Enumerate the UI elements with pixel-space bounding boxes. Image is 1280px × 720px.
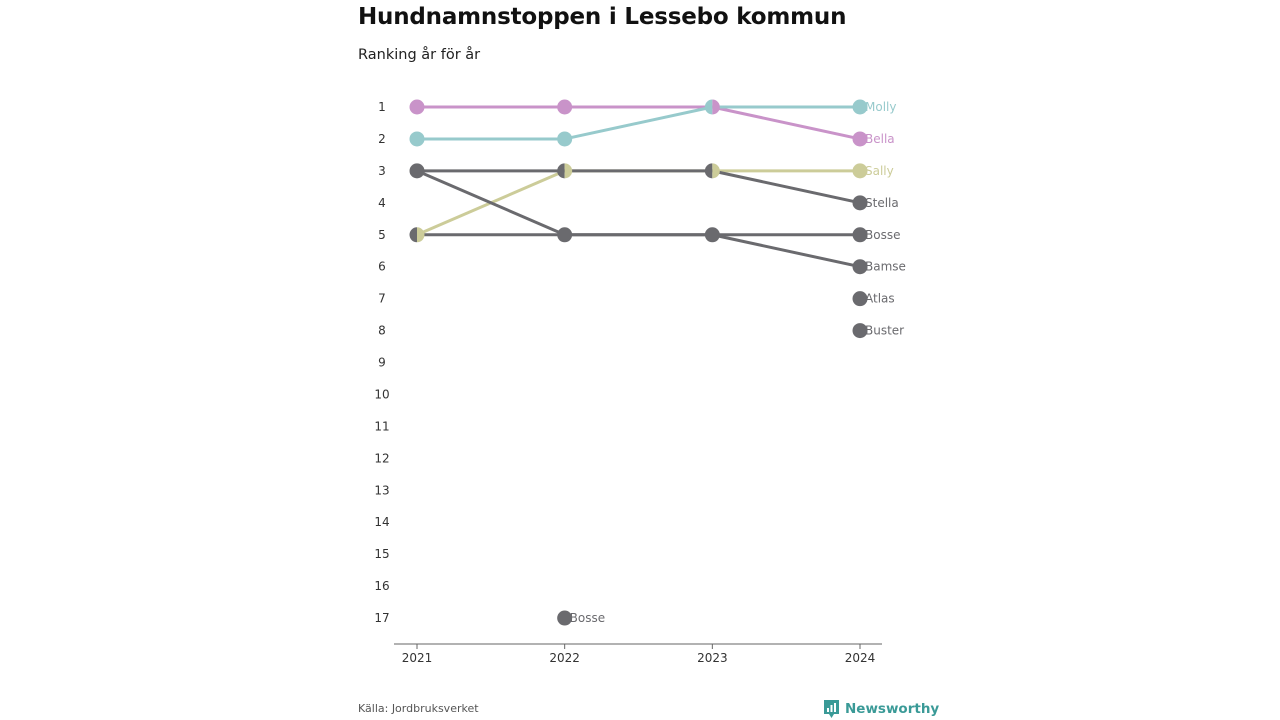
y-tick-label: 16 [374, 579, 389, 593]
data-point-right-half [712, 99, 720, 115]
y-tick-label: 15 [374, 547, 389, 561]
end-label-sally: Sally [865, 164, 894, 178]
data-point [409, 163, 425, 179]
chart-subtitle: Ranking år för år [358, 47, 481, 63]
end-label-stella: Stella [865, 196, 899, 210]
data-point [704, 227, 720, 243]
y-tick-label: 12 [374, 451, 389, 465]
end-label-bamse: Bamse [865, 260, 906, 274]
end-label-atlas: Atlas [865, 292, 895, 306]
data-point [852, 227, 868, 243]
x-tick-label: 2024 [845, 651, 876, 665]
y-tick-label: 5 [378, 228, 386, 242]
y-tick-label: 13 [374, 483, 389, 497]
y-tick-label: 1 [378, 100, 386, 114]
series-lines [415, 105, 862, 269]
y-tick-label: 6 [378, 260, 386, 274]
y-tick-label: 4 [378, 196, 386, 210]
data-point [852, 131, 868, 147]
y-tick-label: 14 [374, 515, 389, 529]
data-point [852, 323, 868, 339]
y-tick-label: 10 [374, 387, 389, 401]
end-label-buster: Buster [865, 324, 904, 338]
data-point [409, 99, 425, 115]
data-point [557, 99, 573, 115]
data-point [852, 163, 868, 179]
data-point [852, 291, 868, 307]
y-tick-label: 9 [378, 356, 386, 370]
data-point [852, 99, 868, 115]
source-note: Källa: Jordbruksverket [358, 702, 479, 715]
data-point [852, 195, 868, 211]
data-point-left-half [409, 227, 417, 243]
series-points [409, 99, 868, 626]
y-tick-label: 8 [378, 324, 386, 338]
y-tick-label: 17 [374, 611, 389, 625]
y-tick-label: 2 [378, 132, 386, 146]
brand-logo[interactable]: Newsworthy [823, 699, 939, 719]
data-point-right-half [712, 163, 720, 179]
y-tick-label: 7 [378, 292, 386, 306]
annotation-point [557, 610, 573, 626]
x-tick-label: 2021 [402, 651, 433, 665]
data-point [409, 131, 425, 147]
y-tick-label: 3 [378, 164, 386, 178]
series-line-sally [415, 169, 862, 237]
series-line-stella [415, 169, 862, 205]
x-axis: 2021 2022 2023 2024 [394, 643, 882, 665]
newsworthy-logo-icon [823, 699, 840, 719]
data-point-left-half [704, 163, 713, 179]
end-labels: Molly Bella Sally Stella Bosse Bamse Atlas Bust… [570, 100, 906, 625]
annotation-label: Bosse [570, 611, 605, 625]
x-tick-label: 2022 [549, 651, 580, 665]
x-tick-label: 2023 [697, 651, 728, 665]
data-point-right-half [417, 227, 425, 243]
end-label-bella: Bella [865, 132, 895, 146]
y-tick-label: 11 [374, 419, 389, 433]
data-point-left-half [557, 163, 565, 179]
data-point [852, 259, 868, 275]
series-line-bella [415, 105, 862, 141]
series-line-bamse [415, 169, 862, 269]
end-label-bosse: Bosse [865, 228, 900, 242]
data-point [557, 227, 573, 243]
series-line-molly [415, 105, 862, 141]
data-point-right-half [564, 163, 573, 179]
data-point-left-half [704, 99, 713, 115]
data-point [557, 131, 573, 147]
end-label-molly: Molly [865, 100, 896, 114]
chart-title: Hundnamnstoppen i Lessebo kommun [358, 4, 847, 30]
brand-name: Newsworthy [845, 701, 940, 717]
